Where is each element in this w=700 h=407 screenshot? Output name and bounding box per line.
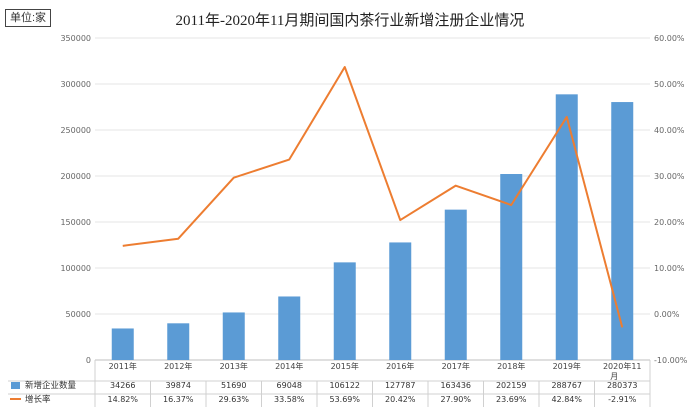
category-label: 2018年: [497, 361, 525, 371]
bar: [167, 323, 190, 360]
table-cell: 288767: [551, 381, 582, 390]
table-cell: 163436: [440, 381, 471, 390]
table-cell: 20.42%: [385, 395, 416, 404]
left-tick-label: 100000: [60, 264, 91, 273]
category-label: 2016年: [386, 361, 414, 371]
left-tick-label: 0: [86, 356, 91, 365]
table-cell: 23.69%: [496, 395, 527, 404]
table-row-label: 新增企业数量: [25, 380, 77, 391]
right-tick-label: 40.00%: [654, 126, 685, 135]
right-tick-label: 60.00%: [654, 34, 685, 43]
category-label: 2012年: [164, 361, 192, 371]
table-cell: 51690: [221, 381, 246, 390]
bar: [278, 296, 301, 360]
growth-rate-line: [122, 66, 624, 328]
table-cell: 280373: [607, 381, 638, 390]
table-cell: 14.82%: [107, 395, 138, 404]
category-label: 2014年: [275, 361, 303, 371]
bar-series: [111, 94, 634, 361]
bar: [111, 328, 134, 360]
data-table: 新增企业数量 34266 39874 51690 69048 106122 127787 16…: [8, 360, 651, 407]
bar: [555, 94, 578, 361]
right-tick-label: -10.00%: [654, 356, 688, 365]
right-tick-label: 0.00%: [654, 310, 680, 319]
right-tick-label: 10.00%: [654, 264, 685, 273]
category-label: 2011年: [109, 361, 137, 371]
right-tick-label: 50.00%: [654, 80, 685, 89]
table-cell: 27.90%: [440, 395, 471, 404]
table-cell: 42.84%: [551, 395, 582, 404]
category-label: 2013年: [220, 361, 248, 371]
bar: [333, 262, 356, 360]
left-tick-label: 50000: [66, 310, 91, 319]
table-row-label: 增长率: [25, 394, 51, 405]
chart-title: 2011年-2020年11月期间国内茶行业新增注册企业情况: [175, 13, 525, 29]
right-tick-label: 20.00%: [654, 218, 685, 227]
table-cell: 127787: [385, 381, 416, 390]
table-cell: 16.37%: [163, 395, 194, 404]
category-label: 2020年11: [603, 361, 642, 371]
category-label: 2017年: [442, 361, 470, 371]
category-label: 2015年: [331, 361, 359, 371]
right-tick-label: 30.00%: [654, 172, 685, 181]
category-labels: 2011年 2012年 2013年 2014年 2015年 2016年 2017年 2018年…: [109, 361, 642, 381]
category-label: 2019年: [553, 361, 581, 371]
legend-swatch-bar: [11, 382, 20, 389]
table-cell: 53.69%: [329, 395, 360, 404]
table-cell: 69048: [277, 381, 302, 390]
bar: [222, 312, 245, 360]
line-series: [122, 66, 624, 328]
bar: [389, 242, 412, 360]
table-cell: 33.58%: [274, 395, 305, 404]
table-cell: 29.63%: [218, 395, 249, 404]
table-cell: 106122: [329, 381, 360, 390]
table-cell: 34266: [110, 381, 135, 390]
unit-label: 单位:家: [5, 9, 52, 27]
table-cell: 202159: [496, 381, 527, 390]
left-axis-ticks: 0 50000 100000 150000 200000 250000 300000 3500…: [60, 34, 91, 365]
table-cell: -2.91%: [608, 395, 637, 404]
left-tick-label: 300000: [60, 80, 91, 89]
right-axis-ticks: -10.00% 0.00% 10.00% 20.00% 30.00% 40.00% 50.0…: [654, 34, 688, 365]
table-cell: 39874: [166, 381, 191, 390]
category-label-cont: 月: [610, 372, 618, 381]
left-tick-label: 250000: [60, 126, 91, 135]
left-tick-label: 150000: [60, 218, 91, 227]
bar: [500, 174, 523, 360]
bar: [611, 102, 634, 361]
left-tick-label: 200000: [60, 172, 91, 181]
bar: [444, 209, 467, 360]
left-tick-label: 350000: [60, 34, 91, 43]
